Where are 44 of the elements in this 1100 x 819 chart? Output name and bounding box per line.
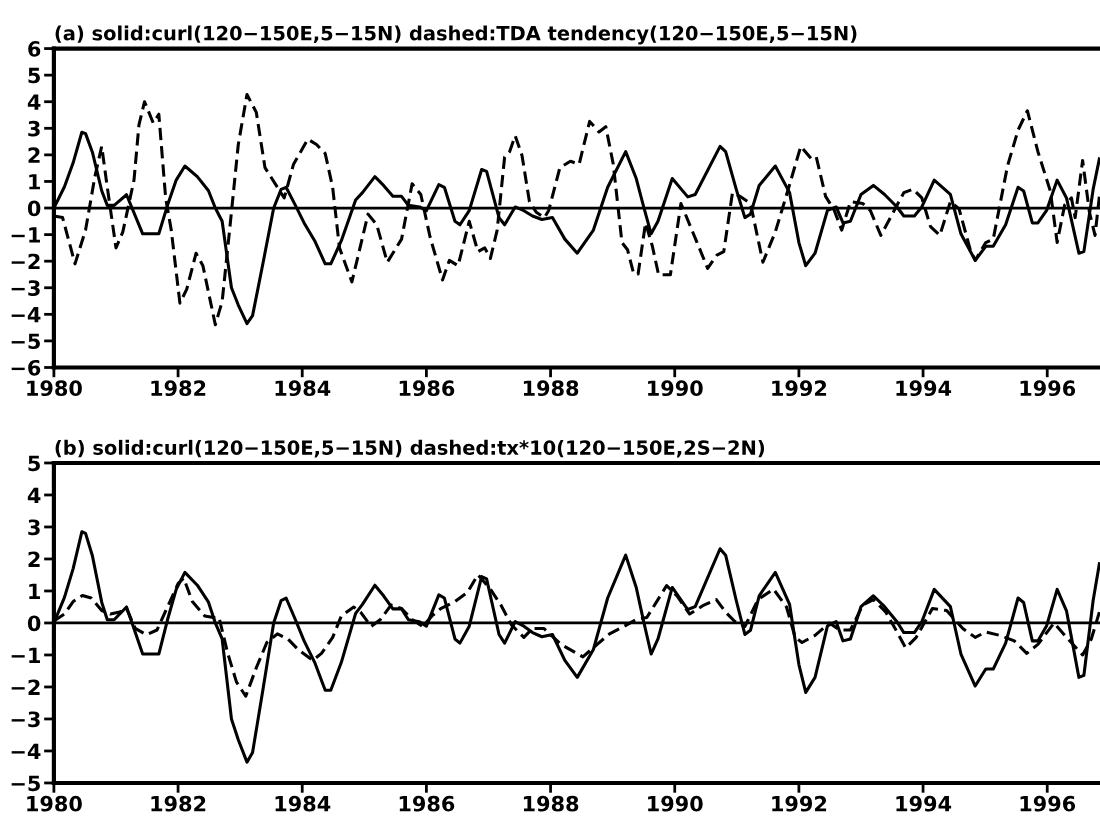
y-tick-label: −1 (11, 647, 40, 663)
y-tick-label: 1 (29, 174, 40, 190)
y-tick-label: 3 (28, 120, 40, 137)
y-tick-label: 1 (29, 583, 40, 599)
x-tick-label: 1988 (523, 795, 579, 812)
x-tick-label: 1994 (896, 380, 952, 397)
x-tick-label: 1980 (27, 795, 82, 812)
y-tick-label: −6 (11, 359, 41, 376)
chart-title: (b) solid:curl(120−150E,5−15N) dashed:tx*10(120−150E,2S−2N) (55, 439, 765, 458)
y-tick-label: −3 (11, 280, 40, 296)
y-tick-label: −5 (11, 775, 40, 792)
y-tick-label: −1 (11, 227, 40, 243)
x-tick-label: 1982 (151, 380, 206, 397)
x-tick-label: 1996 (1020, 795, 1076, 812)
y-tick-label: 3 (28, 519, 40, 536)
y-tick-label: −2 (11, 679, 40, 695)
y-tick-label: −4 (11, 743, 41, 759)
y-tick-label: 4 (27, 487, 41, 503)
x-tick-label: 1990 (648, 380, 703, 397)
x-tick-label: 1980 (27, 380, 82, 397)
x-tick-label: 1992 (772, 795, 827, 812)
y-tick-label: 6 (28, 41, 41, 57)
x-tick-label: 1996 (1020, 380, 1076, 397)
x-tick-label: 1992 (772, 380, 827, 397)
chart-title: (a) solid:curl(120−150E,5−15N) dashed:TDA tendency(120−150E,5−15N) (55, 25, 857, 45)
y-tick-label: 5 (28, 67, 40, 84)
y-tick-label: −3 (11, 711, 40, 728)
x-tick-label: 1986 (399, 795, 455, 812)
y-tick-label: 0 (27, 200, 41, 217)
x-tick-label: 1982 (151, 795, 206, 812)
y-tick-label: 4 (27, 94, 41, 110)
x-tick-label: 1984 (275, 380, 331, 397)
x-tick-label: 1994 (896, 795, 952, 812)
y-tick-label: 0 (27, 615, 41, 632)
y-tick-label: −2 (11, 253, 40, 270)
y-tick-label: −4 (11, 307, 41, 323)
y-tick-label: 5 (28, 455, 40, 472)
x-tick-label: 1988 (523, 380, 579, 397)
x-tick-label: 1990 (648, 795, 703, 812)
y-tick-label: −5 (11, 333, 40, 350)
x-tick-label: 1984 (275, 795, 331, 812)
x-tick-label: 1986 (399, 380, 455, 397)
y-tick-label: 2 (28, 551, 40, 567)
y-tick-label: 2 (28, 147, 40, 163)
